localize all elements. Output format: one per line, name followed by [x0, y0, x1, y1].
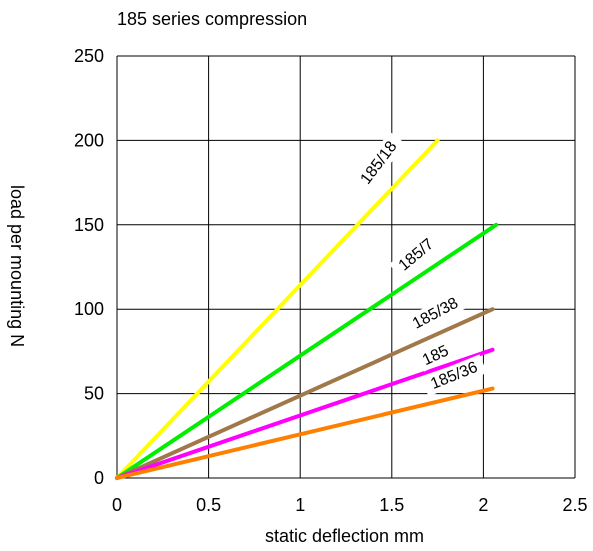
series-line	[115, 222, 499, 480]
chart-title: 185 series compression	[117, 9, 308, 29]
x-tick-label: 1	[295, 495, 305, 515]
series-line	[115, 307, 495, 480]
y-tick-label: 150	[74, 215, 104, 235]
x-tick-label: 0	[112, 495, 122, 515]
series-label-background	[402, 289, 468, 337]
series-line	[115, 138, 440, 480]
grid	[116, 55, 576, 479]
series-label-background	[389, 229, 443, 280]
series-label-background	[351, 131, 406, 194]
series-lines	[115, 138, 499, 480]
y-tick-label: 200	[74, 130, 104, 150]
y-tick-label: 0	[94, 468, 104, 488]
x-axis-label-wrap: static deflection mm	[0, 526, 593, 547]
series-label-background	[415, 338, 456, 372]
y-tick-label: 50	[84, 384, 104, 404]
x-tick-label: 0.5	[196, 495, 221, 515]
series-label: 185/38	[402, 289, 468, 337]
y-tick-label: 250	[74, 46, 104, 66]
x-tick-label: 1.5	[379, 495, 404, 515]
series-line	[115, 386, 495, 480]
y-tick-label: 100	[74, 299, 104, 319]
x-axis-label: static deflection mm	[264, 526, 425, 546]
series-label-background	[421, 354, 487, 397]
series-label: 185/7	[389, 229, 443, 280]
tick-labels: 0 0.5 1 1.5 2 2.5 0 50 100 150 200 250	[74, 46, 588, 515]
x-tick-label: 2	[478, 495, 488, 515]
x-tick-label: 2.5	[562, 495, 587, 515]
series-line	[115, 347, 495, 480]
